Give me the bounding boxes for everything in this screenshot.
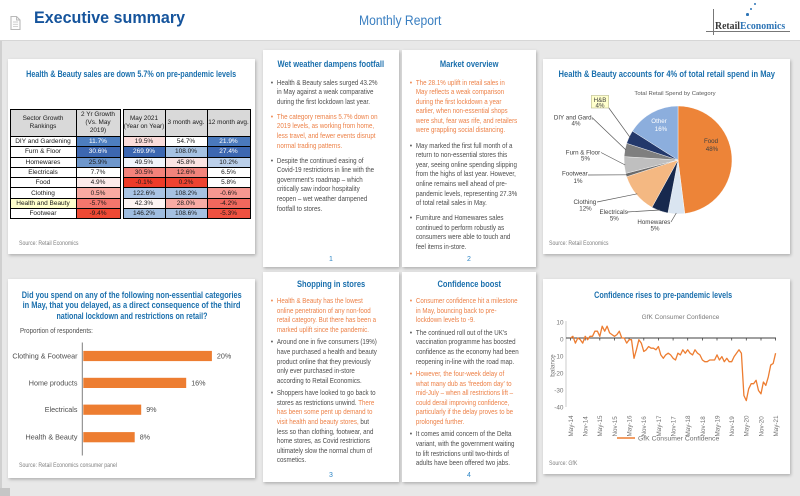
svg-text:10: 10	[556, 320, 564, 327]
svg-text:DIY and Gard.: DIY and Gard.	[554, 115, 594, 122]
svg-text:48%: 48%	[706, 146, 719, 153]
svg-text:Homewares: Homewares	[637, 219, 670, 226]
svg-text:4%: 4%	[572, 121, 581, 128]
svg-text:Nov-17: Nov-17	[671, 416, 678, 437]
svg-text:H&B: H&B	[594, 97, 607, 104]
svg-text:Clothing & Footwear: Clothing & Footwear	[12, 351, 78, 360]
svg-text:Nov-16: Nov-16	[641, 416, 648, 437]
svg-text:1%: 1%	[574, 178, 583, 185]
svg-text:5%: 5%	[581, 156, 590, 163]
svg-text:Clothing: Clothing	[574, 199, 597, 206]
svg-text:Food: Food	[704, 138, 719, 145]
svg-text:May-14: May-14	[568, 415, 575, 436]
svg-text:20%: 20%	[217, 351, 232, 360]
svg-text:Other: Other	[651, 118, 666, 125]
svg-text:-10: -10	[554, 354, 564, 361]
svg-text:Home products: Home products	[29, 378, 78, 387]
svg-text:5%: 5%	[651, 226, 660, 233]
svg-text:Furn & Floor: Furn & Floor	[566, 150, 600, 157]
svg-text:8%: 8%	[140, 432, 151, 441]
svg-text:Nov-19: Nov-19	[729, 416, 736, 437]
svg-text:May-20: May-20	[744, 415, 751, 436]
svg-text:balance: balance	[550, 354, 557, 377]
svg-text:4%: 4%	[596, 103, 605, 110]
svg-text:May-19: May-19	[714, 415, 721, 436]
svg-text:16%: 16%	[191, 378, 206, 387]
svg-text:Nov-20: Nov-20	[758, 416, 765, 437]
svg-text:Total Retail Spend by Category: Total Retail Spend by Category	[634, 91, 715, 97]
svg-text:May-16: May-16	[627, 415, 634, 436]
svg-text:Nov-15: Nov-15	[612, 416, 619, 437]
svg-text:May-17: May-17	[656, 415, 663, 436]
svg-text:5%: 5%	[610, 216, 619, 223]
svg-text:Nov-18: Nov-18	[700, 416, 707, 437]
svg-text:Nov-14: Nov-14	[583, 416, 590, 437]
svg-text:Electricals: Electricals	[599, 209, 627, 216]
svg-text:16%: 16%	[655, 126, 668, 133]
svg-text:Electricals: Electricals	[45, 405, 78, 414]
svg-text:May-18: May-18	[685, 415, 692, 436]
svg-text:-20: -20	[554, 370, 564, 377]
svg-text:GfK Consumer Confidence: GfK Consumer Confidence	[638, 436, 719, 443]
svg-text:Footwear: Footwear	[562, 171, 588, 178]
svg-text:-30: -30	[554, 387, 564, 394]
svg-text:May-15: May-15	[597, 415, 604, 436]
svg-text:9%: 9%	[146, 405, 157, 414]
svg-text:GfK Consumer Confidence: GfK Consumer Confidence	[642, 314, 720, 321]
svg-text:-40: -40	[554, 404, 564, 411]
svg-text:May-21: May-21	[773, 415, 780, 436]
svg-text:Health & Beauty: Health & Beauty	[26, 432, 78, 441]
svg-text:12%: 12%	[579, 206, 592, 213]
svg-text:0: 0	[560, 337, 564, 344]
